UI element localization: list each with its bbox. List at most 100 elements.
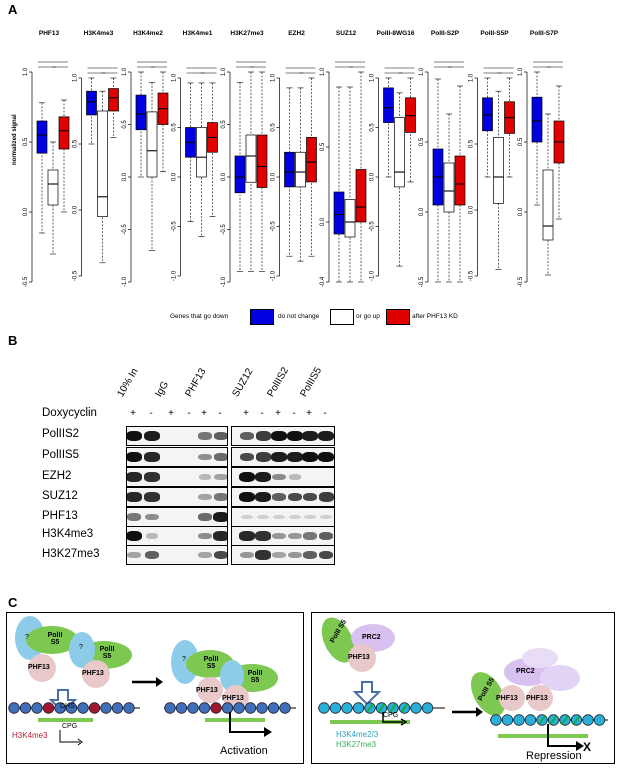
blot-band xyxy=(127,430,142,442)
nucleosome xyxy=(513,714,525,726)
dox-sign: + xyxy=(243,408,249,419)
blot-band xyxy=(213,511,227,523)
box-no-change xyxy=(443,113,455,283)
significance-bracket xyxy=(533,61,563,68)
y-tick-label: 0.0 xyxy=(419,207,425,216)
nucleosome xyxy=(267,702,280,714)
y-tick-label: 0.5 xyxy=(221,120,227,129)
blot-band xyxy=(255,452,271,462)
blot-strip-left xyxy=(126,447,228,467)
y-tick-label: 1.0 xyxy=(370,73,376,82)
box-up xyxy=(108,77,119,138)
blot-band xyxy=(239,531,255,541)
label-q-1: ? xyxy=(25,634,29,641)
h3k27me3-mark xyxy=(538,715,546,725)
box-up xyxy=(58,99,70,213)
y-tick-label: 0.0 xyxy=(221,172,227,181)
blot-band xyxy=(288,532,302,540)
blot-band xyxy=(144,430,160,442)
blot-band xyxy=(255,471,271,483)
blot-band xyxy=(213,453,227,461)
significance-bracket xyxy=(434,61,464,68)
y-tick-label: 1.0 xyxy=(271,73,277,82)
y-tick-label: -1.0 xyxy=(172,270,178,281)
nucleosome xyxy=(341,702,353,714)
label-h3k4me23: H3K4me2/3 xyxy=(336,730,379,739)
label-polII-1: PolII S5 xyxy=(47,632,63,646)
label-cpg-r1: CPG xyxy=(383,712,399,719)
blot-band xyxy=(198,453,212,461)
box-no-change xyxy=(344,86,356,283)
blot-strip-right xyxy=(231,507,335,527)
y-tick-label: 1.0 xyxy=(221,67,227,76)
blot-band xyxy=(272,532,286,540)
box-down xyxy=(531,71,543,206)
y-tick-label: 1.0 xyxy=(469,73,475,82)
panel-c-letter: C xyxy=(8,595,18,610)
blot-band xyxy=(144,492,160,502)
y-tick-label: -0.5 xyxy=(469,270,475,281)
box-no-change xyxy=(97,90,108,264)
legend-swatch-up xyxy=(386,309,410,325)
blot-band xyxy=(145,513,159,521)
nucleosome xyxy=(77,702,89,714)
blot-band xyxy=(145,533,159,539)
blot-strip-right xyxy=(231,447,335,467)
y-tick-label: 1.0 xyxy=(172,73,178,82)
nucleosome xyxy=(187,702,199,714)
nucleosome xyxy=(100,702,112,714)
box-down xyxy=(284,87,295,257)
blot-band xyxy=(271,451,287,463)
nucleosome xyxy=(164,702,176,714)
blot-band xyxy=(318,531,334,541)
h3k27me3-mark xyxy=(400,703,409,713)
y-tick-label: 0.5 xyxy=(469,139,475,148)
nucleosome xyxy=(318,702,330,714)
blot-band xyxy=(303,514,317,520)
boxplot-title-ezh2: EZH2 xyxy=(288,30,305,37)
significance-bracket xyxy=(137,61,167,68)
panel-b-letter: B xyxy=(8,333,18,348)
box-up xyxy=(454,85,466,283)
model-diagram xyxy=(8,616,608,751)
blot-band xyxy=(318,492,334,502)
label-dhs: DHS xyxy=(60,703,75,710)
significance-bracket xyxy=(87,67,118,74)
blot-band xyxy=(255,491,271,503)
blot-band xyxy=(319,514,333,520)
transition-arrowhead-icon-r xyxy=(476,707,483,717)
y-tick-label: -0.5 xyxy=(271,221,277,232)
blot-label-polIIS2: PolIIS2 xyxy=(42,428,80,440)
blot-band xyxy=(239,491,255,503)
blot-strip-right xyxy=(231,426,335,446)
tss-arrowhead-icon-r xyxy=(400,718,408,726)
phf13-shape-r3 xyxy=(527,685,553,711)
nucleosome-row-r1 xyxy=(318,702,434,714)
boxplot-title-h3k4me1: H3K4me1 xyxy=(182,30,213,37)
box-down xyxy=(86,77,97,145)
box-down xyxy=(185,82,196,222)
blot-band xyxy=(240,551,254,559)
boxplot-title-h3k4me2: H3K4me2 xyxy=(133,30,163,37)
nucleosome xyxy=(244,702,257,714)
unknown-factor-shape-2 xyxy=(69,632,95,668)
nucleosome xyxy=(352,702,365,714)
blot-label-h3k27me3: H3K27me3 xyxy=(42,548,100,560)
nucleosome xyxy=(31,702,43,714)
blot-band xyxy=(302,430,318,442)
boxplot-title-polii-s7p: PolII-S7P xyxy=(529,30,559,37)
label-phf13-3: PHF13 xyxy=(196,687,218,694)
significance-bracket xyxy=(335,61,365,68)
blot-band xyxy=(272,551,286,559)
blot-band xyxy=(272,473,286,481)
boxplot-title-polii-s5p: PolII-S5P xyxy=(480,30,509,37)
polII-shape-r2 xyxy=(470,672,506,716)
blot-band xyxy=(255,531,271,541)
y-tick-label: -0.5 xyxy=(122,224,128,235)
legend-swatch-down xyxy=(250,309,274,325)
blot-band xyxy=(302,492,318,502)
legend-label-kd: after PHF13 KD xyxy=(412,313,458,320)
y-tick-label: 0.0 xyxy=(320,217,326,226)
y-tick-label: -0.5 xyxy=(23,276,29,287)
y-tick-label: -0.5 xyxy=(419,276,425,287)
